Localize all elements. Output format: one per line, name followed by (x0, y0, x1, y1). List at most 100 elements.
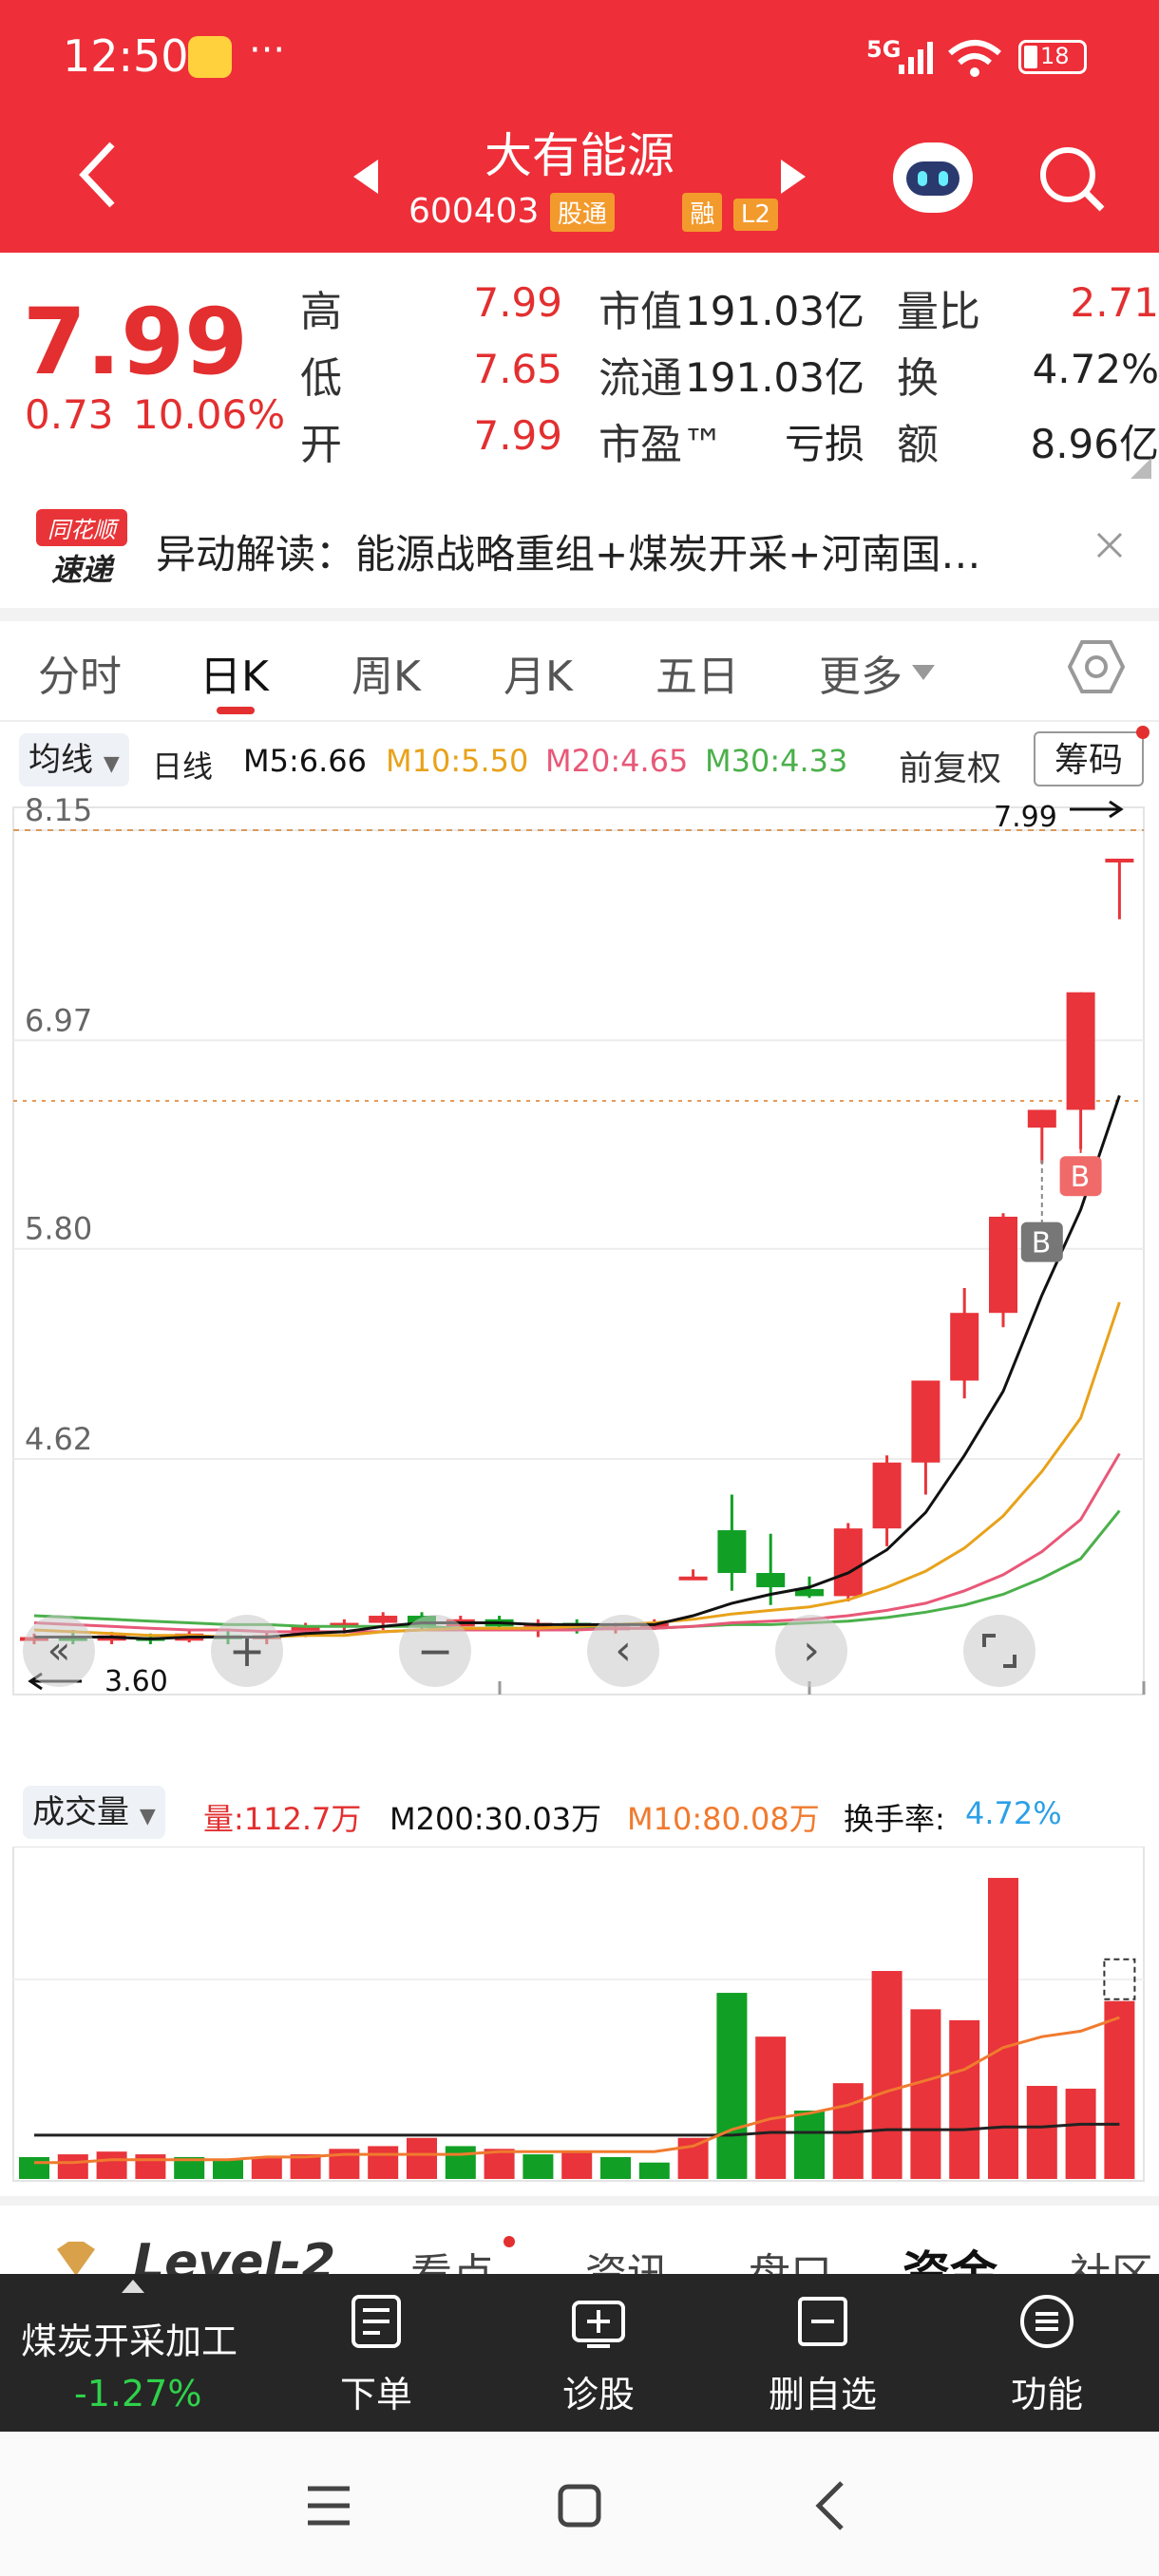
open-value: 7.99 (473, 412, 562, 459)
diagnose-icon (572, 2301, 625, 2348)
volume-m200-line (34, 2122, 1120, 2137)
volume-bar (445, 2146, 476, 2179)
zoom-out-button[interactable]: − (399, 1615, 471, 1687)
chart-frame (12, 806, 1145, 1695)
tab-more[interactable]: 更多 (819, 653, 902, 701)
pe-label: 市盈™ (598, 421, 724, 469)
buy-marker-gray (1020, 1222, 1063, 1262)
close-icon[interactable] (1094, 530, 1125, 560)
buy-marker-label: B (1032, 1227, 1052, 1260)
high-value: 7.99 (473, 279, 562, 326)
ma30-value: M30:4.33 (705, 743, 848, 779)
y-tick-label: 6.97 (25, 1002, 92, 1038)
chevron-left-icon: ‹ (615, 1626, 632, 1675)
candle-body (717, 1530, 747, 1574)
news-logo: 同花顺 速递 (36, 509, 127, 589)
volume-bar (1104, 2000, 1135, 2179)
price-change: 0.73 (25, 391, 114, 438)
volume-bar (19, 2156, 49, 2179)
buy-marker-red (1059, 1156, 1102, 1197)
x-tick-label: 10-09 (766, 1704, 854, 1710)
expand-corner-icon[interactable] (1130, 458, 1151, 479)
zoom-in-button[interactable]: + (211, 1615, 283, 1687)
adjust-label[interactable]: 前复权 (899, 749, 1002, 788)
tab-five-day[interactable]: 五日 (656, 653, 739, 701)
volume-bar (755, 2036, 787, 2179)
volume-ratio-label: 量比 (897, 288, 980, 336)
candle-body (1027, 1109, 1056, 1128)
chevron-right-icon: › (803, 1626, 820, 1675)
ma-legend-bar: 均线 ▼ 日线 M5:6.66 M10:5.50 M20:4.65 M30:4.… (0, 722, 1159, 798)
fullscreen-button[interactable] (963, 1615, 1036, 1687)
volume-bar (949, 2019, 980, 2179)
back-icon[interactable] (74, 139, 122, 211)
candle-body (678, 1576, 708, 1581)
volume-bar (251, 2156, 282, 2179)
max-price-label: 7.99 (994, 801, 1057, 834)
app-notification-icon (188, 36, 232, 78)
turnover-value: 4.72% (1032, 346, 1159, 392)
prev-stock-icon[interactable] (350, 158, 382, 196)
tab-monthly-k[interactable]: 月K (504, 653, 573, 701)
candlestick-chart[interactable]: 8.15 6.97 5.80 4.62 7.99 3.60 BB 2025-09-03 09-1… (0, 798, 1159, 1710)
tab-daily-k[interactable]: 日K (200, 653, 269, 701)
volume-selector[interactable]: 成交量 ▼ (23, 1786, 165, 1839)
signal-bars-icon (899, 42, 933, 74)
search-icon[interactable] (1036, 142, 1108, 215)
wifi-icon (948, 40, 1001, 77)
pe-value: 亏损 (784, 421, 864, 467)
minus-icon: − (416, 1625, 454, 1676)
scroll-right-button[interactable]: › (775, 1615, 847, 1687)
home-icon[interactable] (557, 2483, 602, 2529)
status-time: 12:50 (63, 30, 189, 82)
scroll-left-button[interactable]: ‹ (587, 1615, 659, 1687)
turnover-rate-label: 换手率: (844, 1801, 945, 1837)
tab-weekly-k[interactable]: 周K (352, 653, 421, 701)
system-nav-bar (0, 2432, 1159, 2576)
news-logo-top: 同花顺 (36, 509, 127, 546)
battery-level: 18 (1040, 43, 1070, 69)
volume-bar (57, 2154, 88, 2179)
ma-selector[interactable]: 均线 ▼ (19, 733, 129, 786)
volume-bar (561, 2151, 593, 2179)
order-button[interactable]: 下单 (339, 2374, 412, 2415)
more-dropdown-icon (912, 665, 935, 680)
volume-bar (213, 2159, 243, 2179)
bottom-action-bar: 煤炭开采加工 -1.27% 下单 诊股 删自选 功能 (0, 2274, 1159, 2432)
chevron-down-icon: ▼ (139, 1805, 156, 1828)
functions-button[interactable]: 功能 (1010, 2374, 1083, 2415)
system-back-icon[interactable] (813, 2479, 847, 2532)
diagnose-button[interactable]: 诊股 (561, 2374, 635, 2415)
settings-icon[interactable] (1068, 638, 1125, 695)
collapse-up-icon[interactable] (120, 2278, 146, 2295)
remove-watchlist-icon (798, 2297, 847, 2346)
open-label: 开 (300, 421, 342, 469)
tab-intraday[interactable]: 分时 (38, 653, 122, 701)
volume-legend-bar: 成交量 ▼ 量:112.7万 M200:30.03万 M10:80.08万 换手… (0, 1780, 1159, 1847)
level2-tag: L2 (732, 199, 778, 231)
chips-button[interactable]: 筹码 (1034, 731, 1144, 786)
volume-m10: M10:80.08万 (627, 1801, 820, 1837)
candle-body (795, 1588, 824, 1597)
last-price: 7.99 (23, 289, 248, 395)
news-ticker[interactable]: 同花顺 速递 异动解读：能源战略重组+煤炭开采+河南国… (0, 490, 1159, 621)
hk-connect-tag: 股通 (549, 193, 615, 232)
volume-chart[interactable] (0, 1847, 1159, 2185)
chevron-down-icon: ▼ (103, 752, 120, 776)
volume-bar (1026, 2086, 1057, 2179)
robot-assistant-icon[interactable] (893, 142, 973, 213)
remove-watchlist-button[interactable]: 删自选 (768, 2374, 877, 2415)
volume-bar (96, 2151, 127, 2179)
more-dots-icon: ··· (249, 28, 286, 72)
amount-label: 额 (897, 421, 939, 469)
next-stock-icon[interactable] (777, 158, 809, 196)
max-arrow-icon (1070, 800, 1124, 819)
ma-selector-label: 均线 (28, 741, 93, 779)
ma10-value: M10:5.50 (386, 743, 529, 779)
stock-name: 大有能源 (484, 128, 674, 183)
sector-name[interactable]: 煤炭开采加工 (21, 2320, 238, 2362)
signal-label: 5G (866, 36, 902, 63)
recent-apps-icon[interactable] (306, 2485, 352, 2527)
rewind-button[interactable]: « (23, 1615, 95, 1687)
volume-bar (600, 2156, 631, 2179)
